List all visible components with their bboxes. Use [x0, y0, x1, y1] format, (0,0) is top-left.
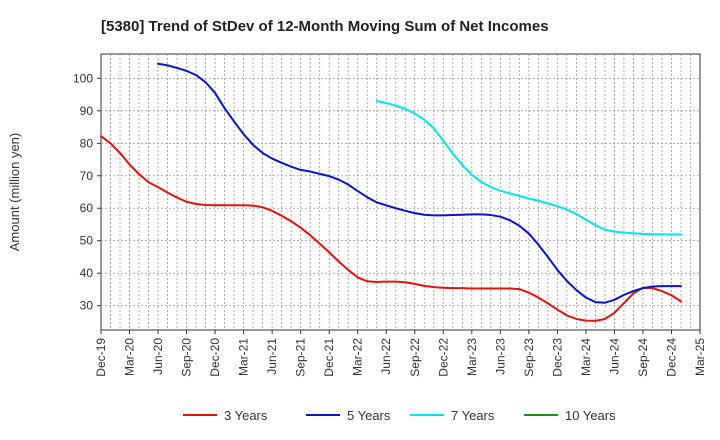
x-tick-label: Dec-21 [322, 338, 336, 377]
legend-label-10-years: 10 Years [565, 408, 616, 423]
legend-label-7-years: 7 Years [451, 408, 495, 423]
series-line-3-years [100, 135, 682, 322]
series-line-7-years [375, 100, 682, 236]
x-tick-label: Dec-20 [208, 338, 222, 377]
legend: 3 Years 5 Years 7 Years 10 Years [183, 408, 616, 423]
series-lines [100, 62, 682, 322]
y-axis-label: Amount (million yen) [7, 133, 22, 252]
x-tick-label: Dec-19 [94, 338, 108, 377]
x-tick-label: Mar-22 [351, 338, 365, 376]
y-tick-label: 70 [80, 169, 94, 183]
x-tick-label: Dec-23 [550, 338, 564, 377]
x-tick-label: Sep-22 [408, 338, 422, 377]
x-tick-label: Jun-20 [151, 338, 165, 375]
chart-title: [5380] Trend of StDev of 12-Month Moving… [101, 18, 549, 35]
x-tick-label: Mar-24 [579, 338, 593, 376]
y-tick-label: 90 [80, 104, 94, 118]
x-tick-label: Jun-24 [607, 338, 621, 375]
x-tick-label: Sep-23 [522, 338, 536, 377]
x-tick-label: Sep-20 [180, 338, 194, 377]
x-tick-label: Jun-21 [265, 338, 279, 375]
x-tick-label: Dec-24 [664, 338, 678, 377]
x-tick-label: Mar-23 [465, 338, 479, 376]
grid [101, 54, 700, 330]
y-tick-label: 30 [80, 299, 94, 313]
x-tick-label: Jun-22 [379, 338, 393, 375]
x-tick-label: Mar-25 [693, 338, 707, 376]
x-axis-ticks: Dec-19 Mar-20 Jun-20 Sep-20 Dec-20 Mar-21 Jun-… [94, 330, 707, 377]
y-tick-label: 80 [80, 136, 94, 150]
x-tick-label: Mar-21 [237, 338, 251, 376]
x-tick-label: Sep-24 [636, 338, 650, 377]
x-tick-label: Dec-22 [436, 338, 450, 377]
plot-area [100, 53, 701, 331]
x-tick-label: Sep-21 [294, 338, 308, 377]
y-tick-label: 60 [80, 201, 94, 215]
y-tick-label: 50 [80, 234, 94, 248]
y-tick-label: 100 [73, 71, 93, 85]
y-axis-ticks: 30 40 50 60 70 80 90 100 [73, 71, 101, 313]
legend-label-3-years: 3 Years [224, 408, 268, 423]
x-tick-label: Mar-20 [123, 338, 137, 376]
x-tick-label: Jun-23 [493, 338, 507, 375]
legend-label-5-years: 5 Years [347, 408, 391, 423]
series-line-5-years [157, 62, 682, 304]
y-tick-label: 40 [80, 266, 94, 280]
